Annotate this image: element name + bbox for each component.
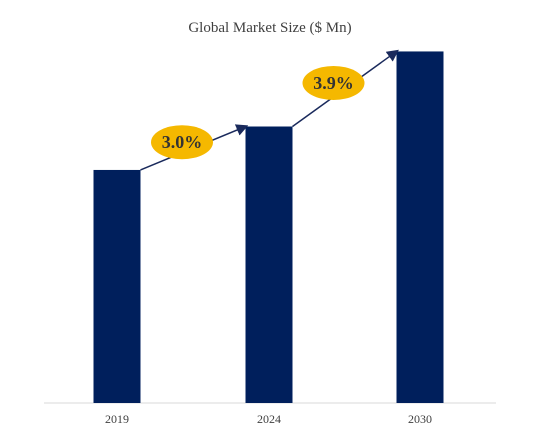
- cagr-label-2: 3.9%: [313, 73, 354, 93]
- arrows-layer: [140, 49, 399, 171]
- x-tick-label-2024: 2024: [257, 412, 281, 426]
- x-tick-label-2019: 2019: [105, 412, 129, 426]
- bar-2024: [245, 126, 293, 403]
- bars-layer: [44, 51, 496, 404]
- bar-2030: [396, 51, 444, 403]
- x-tick-label-2030: 2030: [408, 412, 432, 426]
- cagr-label-1: 3.0%: [162, 132, 203, 152]
- labels-layer: 2019 2024 2030 3.0% 3.9%: [105, 73, 432, 426]
- cagr-badge-2: [302, 65, 365, 100]
- cagr-badge-1: [151, 125, 213, 160]
- bar-2019: [93, 169, 141, 403]
- chart-title: Global Market Size ($ Mn): [188, 20, 352, 36]
